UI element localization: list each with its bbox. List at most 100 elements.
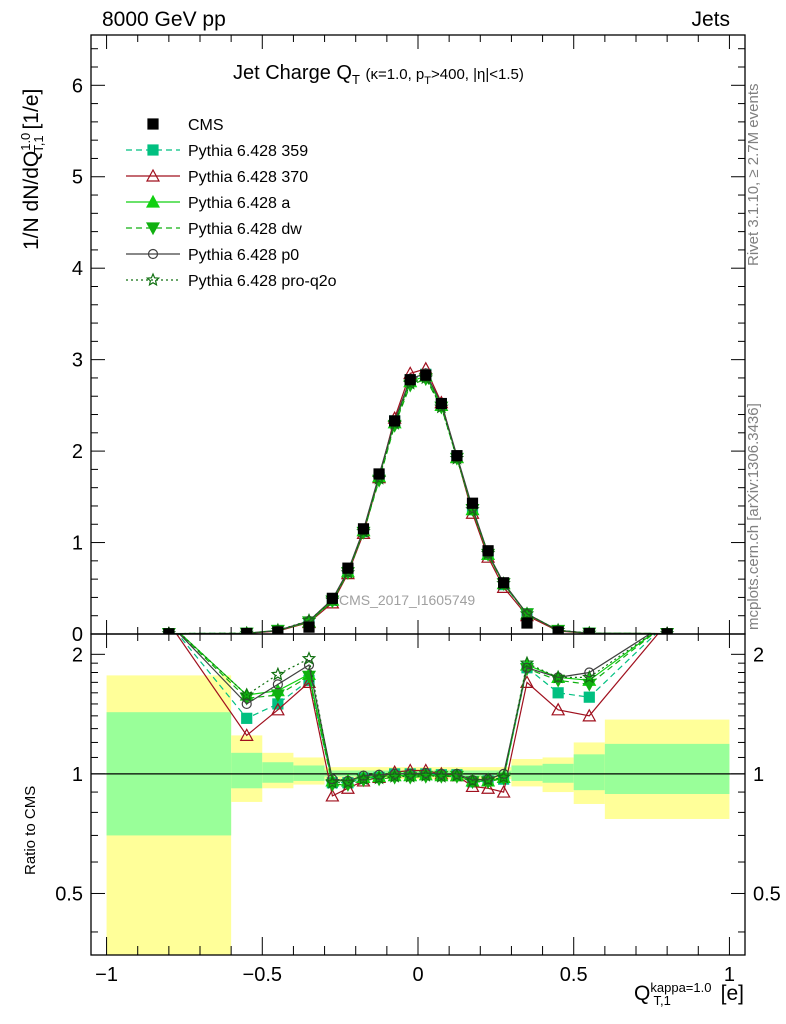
ratio-point-pp0 [663,618,672,627]
data-point-cms [435,397,447,410]
ratio-point-p370 [270,702,285,716]
data-point-cms [326,592,338,604]
ratio-point-pq2o [403,768,418,783]
ylabel-main-b: [1/e] [20,88,43,136]
data-point-cms [357,523,370,535]
ratio-point-p359 [552,687,564,699]
main-y-tick-label: 5 [72,167,83,189]
data-point-cms [389,415,401,427]
main-y-tick-label: 1 [72,533,83,555]
ratio-point-pq2o [239,687,254,702]
main-title-cond: (κ=1.0, p [365,66,425,83]
ratio-point-p370 [496,784,511,798]
x-tick-label: −0.5 [243,964,282,986]
main-title: Jet Charge QT (κ=1.0, pT>400, |η|<1.5) [233,62,524,87]
ratio-point-pq2o [582,669,597,684]
legend-marker-pdw [145,222,161,236]
legend-marker-pq2o [145,272,161,287]
ratio-point-pq2o [356,771,371,786]
x-tick-label: 0.5 [560,964,588,986]
ratio-point-pq2o [371,770,387,785]
y-axis-label-main: 1/N dN/dQ1.0T,1 [1/e] [18,89,46,250]
ratio-point-pq2o [387,768,402,783]
data-point-cms [466,497,479,509]
main-y-tick-label: 3 [72,350,83,372]
main-title-cond-sub: T [424,75,431,87]
data-point-cms [521,617,533,629]
xlabel-sup: kappa=1.0 [650,980,712,995]
header-left: 8000 GeV pp [102,8,226,31]
data-point-cms [482,545,494,557]
uncertainty-band-inner [542,763,574,783]
ratio-point-p370 [551,702,566,716]
series-point-pq2o [519,606,535,620]
ratio-y-tick-label-right: 0.5 [753,883,781,905]
x-tick-label: −1 [95,964,118,986]
legend-label: CMS [188,117,224,134]
side-label-top: Rivet 3.1.10, ≥ 2.7M events [745,83,762,267]
data-point-cms [552,626,564,634]
ratio-y-tick-label-right: 2 [753,644,764,666]
ratio-y-tick-label: 0.5 [55,883,83,905]
header-right: Jets [691,8,730,31]
ratio-point-pq2o [301,651,317,665]
ratio-point-p370 [481,781,496,794]
data-point-cms [451,450,463,462]
y-axis-label-ratio: Ratio to CMS [22,785,39,875]
ratio-point-pq2o [519,655,535,670]
ratio-point-pq2o [480,772,496,787]
data-point-cms [404,374,416,386]
main-title-sub: T [351,72,360,87]
ratio-point-pq2o [325,775,340,789]
ratio-point-p359 [583,691,595,703]
legend-marker-pp0 [147,248,159,260]
legend-label: Pythia 6.428 p0 [188,247,299,264]
main-title-text: Jet Charge Q [233,62,352,84]
legend-marker-p359 [147,144,159,156]
data-point-cms [272,626,284,634]
xlabel-sub: T,1 [653,993,671,1009]
data-point-cms [342,562,354,574]
xlabel-b: [e] [714,982,744,1005]
ratio-point-pq2o [449,768,465,782]
ratio-point-pp0 [272,679,283,690]
main-y-tick-label: 2 [72,441,83,463]
legend-marker-p370 [145,168,161,182]
watermark: CMS_2017_I1605749 [339,592,476,608]
ratio-point-pdw [270,689,285,703]
uncertainty-band-inner [293,765,325,781]
side-label-bottom: mcplots.cern.ch [arXiv:1306.3436] [745,403,762,630]
x-tick-label: 1 [724,964,735,986]
ratio-point-pp0 [584,667,595,678]
uncertainty-band-inner [262,762,294,783]
ratio-bands [106,675,730,955]
main-y-tick-label: 0 [72,624,83,646]
ratio-point-p370 [239,728,254,741]
data-point-cms [498,577,510,589]
legend-label: Pythia 6.428 370 [188,169,308,186]
ylabel-main-sub: T,1 [31,135,47,153]
main-y-tick-label: 4 [72,258,83,280]
ratio-point-pq2o [465,773,480,788]
data-point-cms [420,369,432,381]
ratio-line-p370 [175,634,659,797]
legend-label: Pythia 6.428 dw [188,221,302,238]
ratio-series [175,618,672,802]
ylabel-main-a: 1/N dN/dQ [20,150,43,250]
legend: CMS Pythia 6.428 359 Pythia 6.428 370 Pythi… [126,117,337,290]
ratio-point-pq2o [418,768,433,782]
main-title-cond-rest: >400, |η|<1.5) [431,66,524,83]
ratio-y-tick-label-right: 1 [753,764,764,786]
ratio-point-pq2o [340,775,356,789]
legend-marker-pa [145,194,161,208]
ratio-point-pq2o [496,769,511,784]
legend-label: Pythia 6.428 a [188,195,290,212]
ratio-point-pq2o [550,669,566,684]
ratio-point-pp0 [373,769,385,780]
ratio-point-p359 [241,712,253,724]
main-y-tick-label: 6 [72,75,83,97]
ratio-point-p370 [582,708,597,722]
main-series [161,361,675,634]
ratio-line-pp0 [178,634,651,782]
ratio-point-pp0 [327,774,338,785]
